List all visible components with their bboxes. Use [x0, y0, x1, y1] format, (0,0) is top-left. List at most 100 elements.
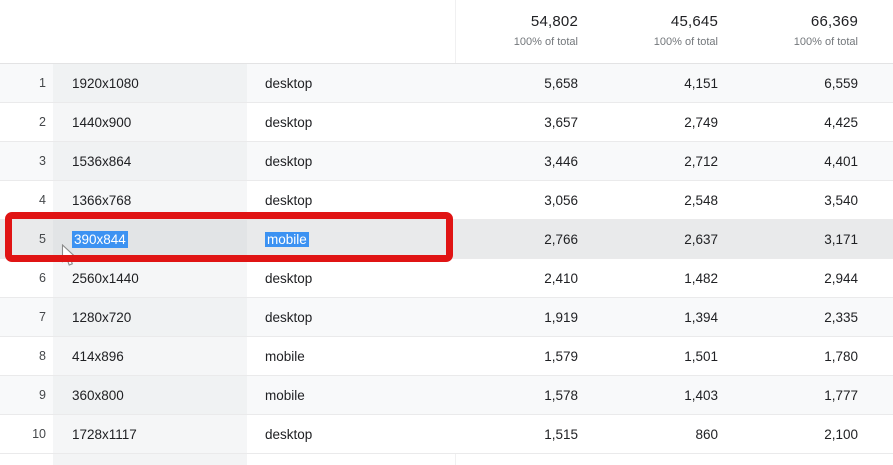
- table-row[interactable]: 7 1280x720 desktop 1,919 1,394 2,335: [0, 298, 893, 337]
- row-rank: 4: [39, 193, 46, 207]
- resolution-value: 1728x1117: [72, 426, 137, 442]
- resolution-cell[interactable]: 390x844: [53, 220, 247, 258]
- metric-value-2: 1,403: [684, 387, 718, 403]
- metric-value-3: 1,780: [824, 348, 858, 364]
- metric-value-1: 1,579: [544, 348, 578, 364]
- device-category-value: mobile: [265, 348, 305, 364]
- table-row[interactable]: 6 2560x1440 desktop 2,410 1,482 2,944: [0, 259, 893, 298]
- table-row[interactable]: 9 360x800 mobile 1,578 1,403 1,777: [0, 376, 893, 415]
- metric-value-1: 2,766: [544, 231, 578, 247]
- metric-value-2: 2,548: [684, 192, 718, 208]
- metric-value-3: 6,559: [824, 75, 858, 91]
- metric-total-value: 54,802: [530, 13, 578, 30]
- metric-value-1: 1,578: [544, 387, 578, 403]
- metric-value-1: 2,410: [544, 270, 578, 286]
- device-category-cell[interactable]: desktop: [247, 76, 455, 91]
- resolution-column-strip: [53, 454, 247, 465]
- row-rank: 2: [39, 115, 46, 129]
- metric-value-3: 2,100: [824, 426, 858, 442]
- device-category-value: desktop: [265, 270, 313, 286]
- metric-total-value: 45,645: [670, 13, 718, 30]
- metric-total-1: 54,802 100% of total: [455, 0, 578, 63]
- metric-total-subtitle: 100% of total: [793, 36, 858, 48]
- device-category-value: desktop: [265, 75, 313, 91]
- table-row[interactable]: 3 1536x864 desktop 3,446 2,712 4,401: [0, 142, 893, 181]
- metric-value-2: 1,482: [684, 270, 718, 286]
- resolution-cell[interactable]: 1536x864: [53, 142, 247, 180]
- row-rank: 6: [39, 271, 46, 285]
- metric-total-subtitle: 100% of total: [653, 36, 718, 48]
- row-rank: 1: [39, 76, 46, 90]
- metric-value-3: 1,777: [824, 387, 858, 403]
- table-row[interactable]: 5 390x844 mobile 2,766 2,637 3,171: [0, 220, 893, 259]
- metric-value-3: 3,171: [824, 231, 858, 247]
- resolution-cell[interactable]: 1366x768: [53, 181, 247, 219]
- resolution-cell[interactable]: 1728x1117: [53, 415, 247, 453]
- resolution-cell[interactable]: 360x800: [53, 376, 247, 414]
- resolution-cell[interactable]: 2560x1440: [53, 259, 247, 297]
- metric-total-value: 66,369: [810, 13, 858, 30]
- device-category-value: mobile: [265, 387, 305, 403]
- metric-value-3: 4,401: [824, 153, 858, 169]
- resolution-value: 1280x720: [72, 309, 132, 325]
- metric-value-2: 2,637: [684, 231, 718, 247]
- metric-value-1: 1,919: [544, 309, 578, 325]
- device-category-cell[interactable]: desktop: [247, 193, 455, 208]
- device-category-value: desktop: [265, 309, 313, 325]
- table-row[interactable]: 4 1366x768 desktop 3,056 2,548 3,540: [0, 181, 893, 220]
- resolution-value: 390x844: [72, 230, 128, 248]
- resolution-value: 1366x768: [72, 192, 132, 208]
- table-row[interactable]: 8 414x896 mobile 1,579 1,501 1,780: [0, 337, 893, 376]
- metric-total-3: 66,369 100% of total: [718, 0, 858, 63]
- resolution-value: 1536x864: [72, 153, 132, 169]
- device-category-cell[interactable]: mobile: [247, 349, 455, 364]
- metric-value-1: 3,446: [544, 153, 578, 169]
- device-category-value: mobile: [265, 231, 309, 247]
- header-right-spacer: [858, 0, 893, 63]
- device-category-cell[interactable]: desktop: [247, 154, 455, 169]
- resolution-cell[interactable]: 414x896: [53, 337, 247, 375]
- row-rank: 5: [39, 232, 46, 246]
- metric-value-3: 2,944: [824, 270, 858, 286]
- metric-value-2: 4,151: [684, 75, 718, 91]
- row-rank: 8: [39, 349, 46, 363]
- resolution-cell[interactable]: 1280x720: [53, 298, 247, 336]
- device-category-cell[interactable]: mobile: [247, 231, 455, 247]
- metric-value-3: 4,425: [824, 114, 858, 130]
- row-rank: 7: [39, 310, 46, 324]
- table-header: 54,802 100% of total 45,645 100% of tota…: [0, 0, 893, 64]
- row-rank: 10: [32, 427, 46, 441]
- resolution-cell[interactable]: 1440x900: [53, 103, 247, 141]
- table-row[interactable]: 1 1920x1080 desktop 5,658 4,151 6,559: [0, 64, 893, 103]
- device-category-cell[interactable]: mobile: [247, 388, 455, 403]
- row-rank: 3: [39, 154, 46, 168]
- device-category-cell[interactable]: desktop: [247, 427, 455, 442]
- metric-total-subtitle: 100% of total: [513, 36, 578, 48]
- resolution-value: 2560x1440: [72, 270, 139, 286]
- resolution-value: 360x800: [72, 387, 124, 403]
- resolution-cell[interactable]: 1920x1080: [53, 64, 247, 102]
- metric-value-2: 2,712: [684, 153, 718, 169]
- device-category-cell[interactable]: desktop: [247, 271, 455, 286]
- metric-value-2: 1,501: [684, 348, 718, 364]
- resolution-value: 1440x900: [72, 114, 132, 130]
- header-spacer: [0, 0, 455, 63]
- metric-value-3: 3,540: [824, 192, 858, 208]
- metric-total-2: 45,645 100% of total: [578, 0, 718, 63]
- device-category-cell[interactable]: desktop: [247, 115, 455, 130]
- table-row[interactable]: 2 1440x900 desktop 3,657 2,749 4,425: [0, 103, 893, 142]
- metric-value-1: 1,515: [544, 426, 578, 442]
- table-row[interactable]: 10 1728x1117 desktop 1,515 860 2,100: [0, 415, 893, 454]
- row-rank: 9: [39, 388, 46, 402]
- device-category-cell[interactable]: desktop: [247, 310, 455, 325]
- table-body: 1 1920x1080 desktop 5,658 4,151 6,559 2 …: [0, 64, 893, 454]
- resolution-value: 1920x1080: [72, 75, 139, 91]
- metric-value-1: 3,056: [544, 192, 578, 208]
- metric-value-1: 5,658: [544, 75, 578, 91]
- metric-value-2: 1,394: [684, 309, 718, 325]
- metric-value-3: 2,335: [824, 309, 858, 325]
- device-category-value: desktop: [265, 153, 313, 169]
- device-category-value: desktop: [265, 114, 313, 130]
- metric-value-2: 2,749: [684, 114, 718, 130]
